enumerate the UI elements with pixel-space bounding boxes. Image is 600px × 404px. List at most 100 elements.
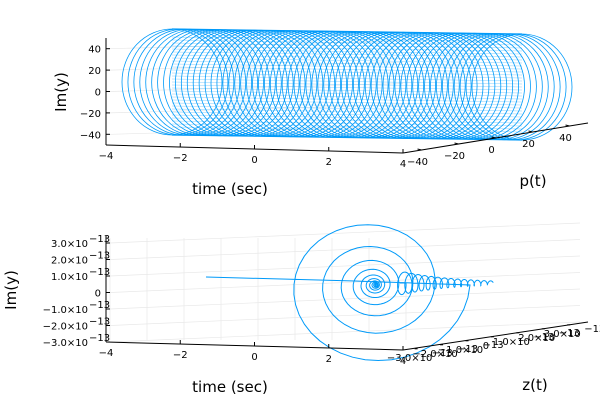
bottom-series-line: [205, 224, 471, 362]
top-y-tick-mark: [565, 124, 570, 127]
top-series-strand: [171, 108, 523, 115]
bottom-y-axis-label: z(t): [522, 376, 547, 394]
top-z-tick-label: 20: [88, 66, 101, 77]
bottom-z-axis-label: Im(y): [2, 270, 20, 310]
bottom-z-tick-label: 1.0×10: [51, 272, 88, 283]
bottom-z-tick-label: 3.0×10: [51, 239, 88, 250]
top-y-tick-mark: [454, 142, 459, 145]
bottom-x-axis-label: time (sec): [192, 378, 268, 396]
top-series-strand: [171, 105, 523, 112]
top-z-tick-label: −20: [80, 109, 101, 120]
top-series-strand: [171, 54, 523, 61]
top-y-tick-mark: [417, 148, 422, 151]
bottom-series: [205, 224, 494, 362]
top-series-strand: [171, 48, 523, 55]
bottom-z-ticks: 3.0×10 −132.0×10 −131.0×10 −130−1.0×10 −13−2…: [43, 234, 111, 349]
top-z-ticks: −40 −20 0 20 40: [80, 45, 110, 141]
bottom-y-tick-label: 1.0×10: [493, 337, 530, 348]
top-series-strand: [171, 120, 523, 127]
bottom-y-tick-exponent: −13: [533, 332, 554, 343]
bottom-y-tick-exponent: −13: [482, 340, 503, 351]
bottom-z-tick-exponent: −13: [89, 300, 110, 311]
bottom-y-tick-label: −1.0×10: [438, 345, 483, 356]
bottom-y-tick-label: 3.0×10: [544, 329, 581, 340]
top-series-edge: [171, 28, 523, 35]
top-x-ticks: −4 −2 0 2 4: [99, 141, 406, 170]
bottom-y-tick-exponent: −13: [559, 328, 580, 339]
top-series-strand: [171, 117, 523, 124]
top-series-strand: [171, 36, 523, 43]
top-series-strand: [171, 90, 523, 97]
top-series-strand: [171, 42, 523, 49]
top-grid-line: [109, 83, 404, 92]
bottom-y-tick-exponent: −13: [432, 348, 453, 359]
top-series-strand: [171, 93, 523, 100]
bottom-y-tick-label: −3.0×10: [387, 353, 432, 364]
top-y-tick-label: −20: [444, 151, 465, 162]
top-x-tick-label: −2: [173, 153, 188, 164]
bottom-series-tail: [397, 271, 494, 296]
top-y-tick-label: 0: [488, 145, 494, 156]
bottom-z-tick-label: 0: [95, 289, 101, 300]
bottom-grid-line: [109, 255, 581, 277]
bottom-z-tick-label: −1.0×10: [43, 305, 88, 316]
bottom-y-tick-label: 0: [483, 341, 489, 352]
bottom-z-tick-label: −3.0×10: [43, 338, 88, 349]
top-z-tick-label: 0: [95, 88, 101, 99]
bottom-grid-line: [109, 288, 581, 310]
top-series-strand: [171, 69, 523, 76]
bottom-x-tick-label: −4: [99, 348, 114, 359]
top-z-axis-label: Im(y): [52, 72, 70, 112]
top-series: [121, 28, 573, 141]
bottom-z-tick-exponent: −13: [89, 234, 110, 245]
bottom-x-tick-label: 0: [251, 352, 257, 363]
bottom-z-tick-exponent: −13: [89, 317, 110, 328]
bottom-y-tick-label: 2.0×10: [518, 333, 555, 344]
bottom-z-tick-label: 2.0×10: [51, 256, 88, 267]
bottom-x-tick-label: −2: [173, 350, 188, 361]
bottom-z-tick-exponent: −13: [89, 267, 110, 278]
top-series-strand: [171, 60, 523, 67]
bottom-y-axis: [402, 321, 589, 351]
top-x-axis-label: time (sec): [192, 180, 268, 198]
top-y-tick-label: −40: [407, 157, 428, 168]
bottom-subplot: −4 −2 0 2 4 −3.0×10 −13−2.0×10 −13−1.0×10 −130 1…: [2, 222, 600, 396]
top-series-strand: [171, 126, 523, 133]
bottom-z-tick-exponent: −13: [89, 251, 110, 262]
top-series-strand: [171, 63, 523, 70]
top-series-strand: [171, 51, 523, 58]
top-x-tick-label: 4: [400, 159, 406, 170]
top-x-tick-label: 0: [251, 155, 257, 166]
top-series-strand: [171, 84, 523, 91]
bottom-x-tick-label: 2: [326, 354, 332, 365]
top-series-strand: [171, 57, 523, 64]
top-y-tick-mark: [528, 130, 533, 133]
top-series-strand: [171, 66, 523, 73]
top-series-strand: [171, 39, 523, 46]
bottom-grid-line: [109, 222, 581, 244]
top-x-tick-label: 2: [326, 157, 332, 168]
bottom-y-tick-exponent: −13: [457, 344, 478, 355]
top-z-tick-label: −40: [80, 130, 101, 141]
bottom-x-tick-label: 4: [400, 356, 406, 367]
bottom-y-tick-label: −2.0×10: [412, 349, 457, 360]
top-series-strand: [171, 123, 523, 130]
top-series-strand: [171, 87, 523, 94]
top-series-edge: [171, 134, 523, 141]
top-y-axis-label: p(t): [519, 172, 546, 190]
bottom-grid-line: [109, 321, 581, 343]
top-series-strand: [171, 102, 523, 109]
top-series-strand: [171, 99, 523, 106]
bottom-x-ticks: −4 −2 0 2 4: [99, 338, 406, 367]
top-series-strand: [171, 96, 523, 103]
top-series-strand: [171, 81, 523, 88]
top-series-strand: [171, 72, 523, 79]
top-series-strand: [171, 45, 523, 52]
bottom-z-tick-label: −2.0×10: [43, 322, 88, 333]
top-series-strand: [171, 78, 523, 85]
top-y-tick-label: 20: [522, 139, 535, 150]
top-y-tick-label: 40: [559, 133, 572, 144]
top-series-strand: [171, 75, 523, 82]
